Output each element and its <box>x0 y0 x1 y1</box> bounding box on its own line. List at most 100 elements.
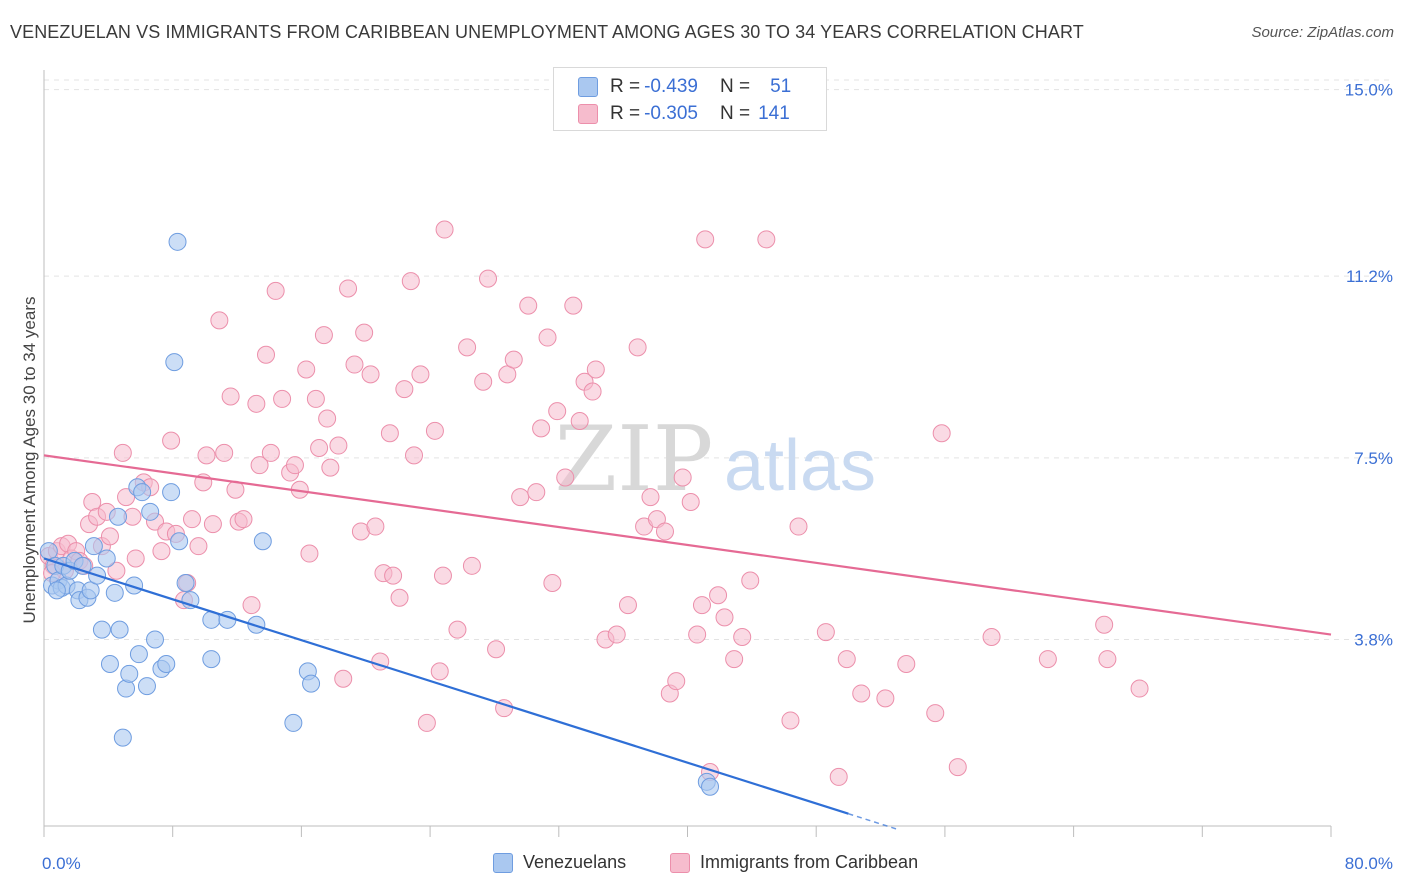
caribbean-point <box>242 596 261 615</box>
caribbean-point <box>314 326 333 345</box>
caribbean-point <box>926 704 945 723</box>
caribbean-point <box>564 296 583 315</box>
gridlines <box>44 79 1392 640</box>
caribbean-point <box>221 387 240 406</box>
legend-r-value: -0.305 <box>644 103 698 124</box>
venezuelan-point <box>168 232 187 251</box>
caribbean-point <box>273 389 292 408</box>
caribbean-point <box>897 655 916 673</box>
caribbean-point <box>504 350 523 369</box>
caribbean-point <box>321 458 340 477</box>
caribbean-point <box>210 311 229 330</box>
y-tick-label: 7.5% <box>1354 449 1393 468</box>
caribbean-point <box>285 456 304 475</box>
caribbean-point <box>430 662 449 681</box>
caribbean-point <box>696 230 715 249</box>
caribbean-point <box>538 328 557 347</box>
caribbean-point <box>628 338 647 357</box>
legend-swatch-blue <box>578 77 598 97</box>
caribbean-point <box>355 323 374 342</box>
legend-r-label: R = <box>610 103 641 124</box>
venezuelan-trendline <box>43 557 849 815</box>
venezuelan-point <box>176 574 195 592</box>
caribbean-point <box>681 493 700 511</box>
venezuelan-point <box>302 674 321 693</box>
caribbean-point <box>733 628 752 646</box>
caribbean-point <box>390 588 409 607</box>
caribbean-point <box>548 402 567 421</box>
venezuelan-point <box>97 549 116 568</box>
venezuelan-points <box>39 232 720 796</box>
caribbean-point <box>570 412 589 430</box>
caribbean-trendline <box>43 454 1332 636</box>
caribbean-point <box>1098 650 1117 669</box>
caribbean-point <box>183 510 202 529</box>
caribbean-point <box>247 394 266 413</box>
legend-r-label: R = <box>610 76 641 97</box>
venezuelan-point <box>120 664 139 683</box>
caribbean-point <box>715 608 734 627</box>
caribbean-point <box>532 419 551 438</box>
caribbean-point <box>982 628 1001 646</box>
axes <box>43 70 1332 837</box>
venezuelan-point <box>146 630 165 649</box>
series-legend: Venezuelans Immigrants from Caribbean <box>0 852 1406 876</box>
caribbean-point <box>329 436 348 455</box>
caribbean-point <box>458 338 477 357</box>
caribbean-point <box>1130 679 1149 698</box>
caribbean-point <box>527 483 546 502</box>
venezuelan-point <box>701 777 720 796</box>
venezuelan-point <box>137 677 156 696</box>
chart-title: VENEZUELAN VS IMMIGRANTS FROM CARIBBEAN … <box>10 22 1084 42</box>
caribbean-point <box>519 296 538 315</box>
venezuelan-point <box>162 483 181 502</box>
venezuelan-point <box>109 507 128 526</box>
x-tick-label-max: 80.0% <box>1345 854 1393 873</box>
venezuelan-point <box>170 532 189 551</box>
y-axis-label: Unemployment Among Ages 30 to 34 years <box>20 296 39 624</box>
caribbean-point <box>667 672 686 691</box>
venezuelan-point <box>202 650 221 669</box>
watermark-atlas: atlas <box>724 426 876 506</box>
y-tick-label: 3.8% <box>1354 630 1393 649</box>
caribbean-point <box>586 360 605 379</box>
caribbean-point <box>297 360 316 379</box>
caribbean-point <box>152 542 171 561</box>
caribbean-point <box>618 596 637 615</box>
legend-row-venezuelans: R = -0.439 N = 51 <box>554 73 791 101</box>
caribbean-point <box>433 566 452 585</box>
caribbean-point <box>641 488 660 507</box>
caribbean-point <box>361 365 380 384</box>
caribbean-point <box>215 443 234 462</box>
venezuelan-point <box>129 645 148 664</box>
caribbean-point <box>417 713 436 732</box>
series-legend-caribbean: Immigrants from Caribbean <box>670 852 918 873</box>
caribbean-point <box>487 640 506 659</box>
venezuelan-point <box>165 353 184 372</box>
series-swatch-blue <box>493 852 513 873</box>
caribbean-point <box>673 468 692 487</box>
caribbean-point <box>261 443 280 462</box>
legend-n-value: 141 <box>758 103 790 124</box>
caribbean-point <box>1095 615 1114 634</box>
caribbean-point <box>395 380 414 399</box>
caribbean-point <box>479 269 498 288</box>
caribbean-point <box>339 279 358 298</box>
caribbean-point <box>234 510 253 529</box>
caribbean-point <box>250 456 269 475</box>
venezuelan-point <box>110 620 129 639</box>
caribbean-point <box>384 566 403 585</box>
caribbean-point <box>300 544 319 563</box>
caribbean-point <box>345 355 364 374</box>
caribbean-point <box>189 537 208 556</box>
series-label-caribbean: Immigrants from Caribbean <box>700 852 919 872</box>
caribbean-point <box>556 468 575 487</box>
caribbean-point <box>113 443 132 462</box>
legend-r-value: -0.439 <box>644 76 698 97</box>
caribbean-point <box>448 620 467 639</box>
legend-row-caribbean: R = -0.305 N = 141 <box>554 100 790 128</box>
y-tick-label: 11.2% <box>1346 267 1393 286</box>
venezuelan-trendline-extension <box>848 813 897 830</box>
caribbean-point <box>306 389 325 408</box>
